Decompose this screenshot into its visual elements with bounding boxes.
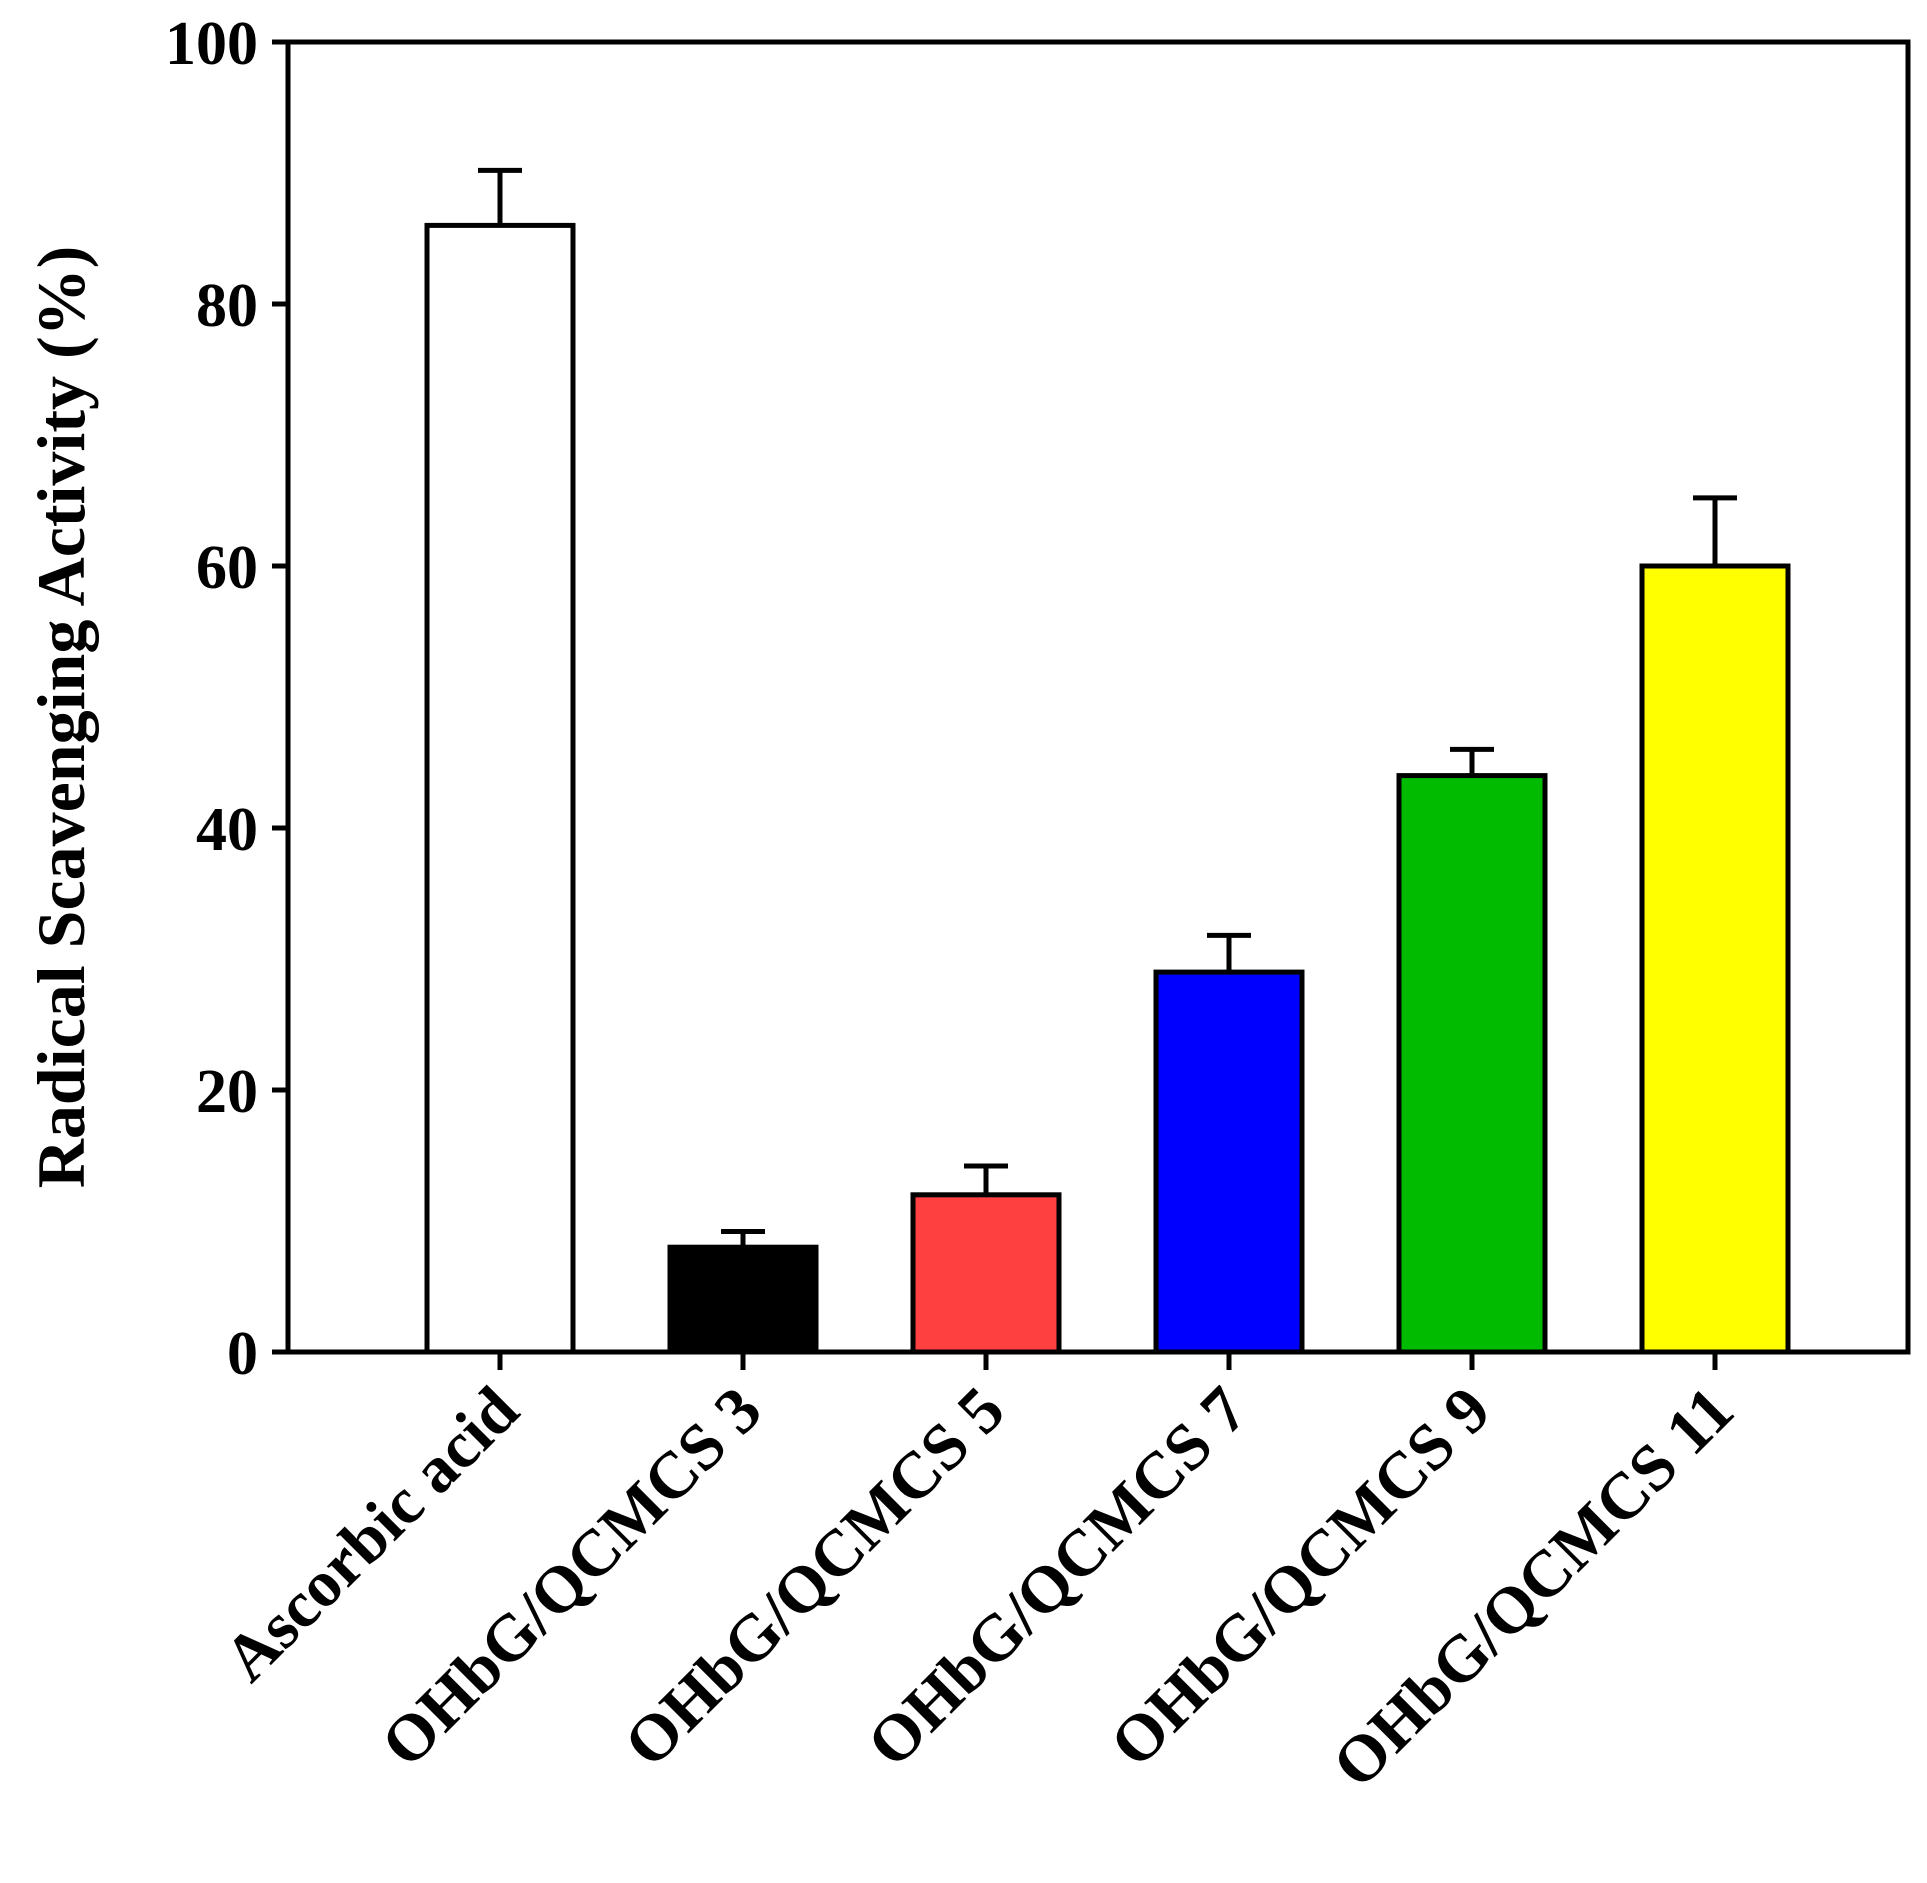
y-tick-label: 60: [196, 534, 258, 602]
y-axis-ticks: 0 20 40 60 80 100: [165, 10, 288, 1388]
y-tick-label: 40: [196, 796, 258, 864]
y-tick-label: 100: [165, 10, 258, 78]
bar: [667, 1244, 819, 1355]
bar: [1639, 563, 1791, 1355]
bar: [1153, 969, 1305, 1355]
bars: [424, 222, 1791, 1355]
y-tick-label: 0: [227, 1320, 258, 1388]
bar: [1396, 773, 1548, 1355]
plot-frame: [285, 39, 1911, 1355]
y-tick-label: 80: [196, 272, 258, 340]
y-tick-label: 20: [196, 1058, 258, 1126]
y-axis-title: Radical Scavenging Activity (%): [23, 246, 99, 1189]
bar: [424, 222, 576, 1355]
bar: [910, 1192, 1062, 1355]
x-tick-label: OHbG/QCMCS 11: [1319, 1373, 1748, 1802]
error-bars: [478, 167, 1737, 1248]
